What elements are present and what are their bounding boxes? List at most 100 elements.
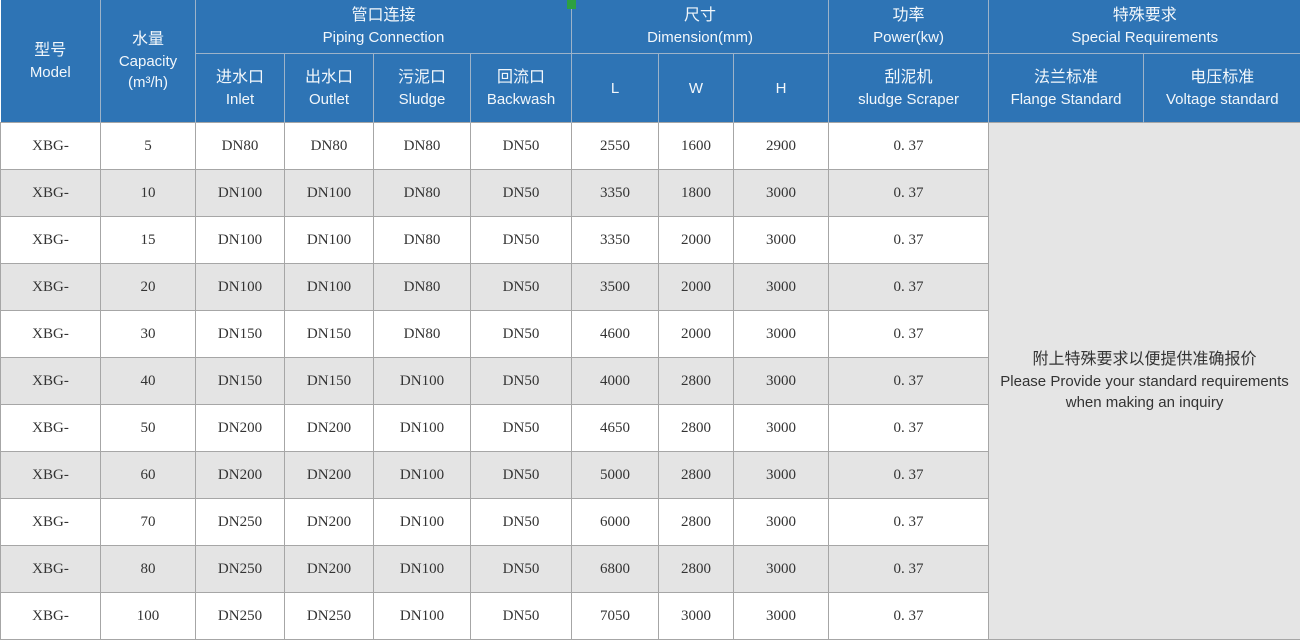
backwash-cell: DN50 [469,451,573,499]
header-height-label: H [775,79,787,97]
inlet-cell: DN100 [195,263,285,311]
width-cell: 2800 [658,545,735,593]
height-cell: 3000 [733,310,830,358]
model-cell: XBG- [0,498,101,546]
sludge-cell: DN100 [373,592,471,640]
header-outlet: 出水口 Outlet [284,53,374,123]
outlet-cell: DN150 [284,357,374,405]
width-cell: 2800 [658,404,735,452]
table-row: XBG- 70 DN250 DN200 DN100 DN50 6000 2800… [0,498,1300,546]
length-cell: 3350 [571,169,660,217]
header-scraper-en: sludge Scraper [858,90,959,108]
header-power-zh: 功率 [892,7,925,24]
header-sludge-zh: 污泥口 [397,68,446,86]
note-line-en1: Please Provide your standard requirement… [1000,373,1289,390]
sludge-cell: DN100 [373,357,471,405]
backwash-cell: DN50 [469,310,573,358]
model-cell: XBG- [0,122,101,170]
model-cell: XBG- [0,357,101,405]
table-row: XBG- 20 DN100 DN100 DN80 DN50 3500 2000 … [0,263,1300,311]
header-inlet-zh: 进水口 [215,68,264,86]
header-voltage-en: Voltage standard [1165,90,1279,108]
header-scraper: 刮泥机 sludge Scraper [828,53,990,123]
header-capacity-zh: 水量 [131,31,164,48]
backwash-cell: DN50 [469,404,573,452]
outlet-cell: DN100 [284,263,374,311]
backwash-cell: DN50 [469,498,573,546]
table-row: XBG- 50 DN200 DN200 DN100 DN50 4650 2800… [0,404,1300,452]
header-flange-zh: 法兰标准 [1034,68,1099,86]
header-special-en: Special Requirements [1071,29,1219,46]
header-model: 型号 Model [0,0,101,123]
length-cell: 6800 [571,545,660,593]
capacity-cell: 20 [100,263,196,311]
width-cell: 2000 [658,310,735,358]
width-cell: 2800 [658,451,735,499]
height-cell: 3000 [733,498,830,546]
header-piping-zh: 管口连接 [351,7,416,24]
height-cell: 3000 [733,169,830,217]
length-cell: 2550 [571,122,660,170]
length-cell: 7050 [571,592,660,640]
length-cell: 3500 [571,263,660,311]
length-cell: 4650 [571,404,660,452]
inlet-cell: DN100 [195,169,285,217]
note-line-en2: when making an inquiry [1065,394,1224,411]
header-inlet-en: Inlet [225,90,255,108]
table-row: XBG- 10 DN100 DN100 DN80 DN50 3350 1800 … [0,169,1300,217]
header-width-label: W [688,79,704,97]
sludge-cell: DN80 [373,216,471,264]
capacity-cell: 70 [100,498,196,546]
width-cell: 1600 [658,122,735,170]
inlet-cell: DN150 [195,357,285,405]
inlet-cell: DN250 [195,545,285,593]
length-cell: 4000 [571,357,660,405]
header-dimension-zh: 尺寸 [684,7,717,24]
header-capacity-en: Capacity [118,53,178,70]
inlet-cell: DN200 [195,451,285,499]
inlet-cell: DN100 [195,216,285,264]
header-flange-en: Flange Standard [1010,90,1122,108]
header-inlet: 进水口 Inlet [195,53,285,123]
header-piping-en: Piping Connection [322,29,445,46]
model-cell: XBG- [0,216,101,264]
capacity-cell: 10 [100,169,196,217]
power-cell: 0. 37 [828,122,990,170]
header-piping-group: 管口连接 Piping Connection [195,0,573,54]
inlet-cell: DN150 [195,310,285,358]
table-row: XBG- 15 DN100 DN100 DN80 DN50 3350 2000 … [0,216,1300,264]
capacity-cell: 15 [100,216,196,264]
length-cell: 4600 [571,310,660,358]
sludge-cell: DN100 [373,498,471,546]
backwash-cell: DN50 [469,169,573,217]
capacity-cell: 100 [100,592,196,640]
sludge-cell: DN80 [373,122,471,170]
header-height: H [733,53,830,123]
sludge-cell: DN100 [373,545,471,593]
header-model-en: Model [29,63,71,81]
table-row: XBG- 40 DN150 DN150 DN100 DN50 4000 2800… [0,357,1300,405]
model-cell: XBG- [0,263,101,311]
model-cell: XBG- [0,451,101,499]
header-power-en: Power(kw) [873,29,944,46]
header-sludge-en: Sludge [398,90,446,108]
outlet-cell: DN80 [284,122,374,170]
header-voltage-zh: 电压标准 [1190,68,1255,86]
backwash-cell: DN50 [469,122,573,170]
outlet-cell: DN200 [284,498,374,546]
model-cell: XBG- [0,169,101,217]
height-cell: 3000 [733,451,830,499]
width-cell: 3000 [658,592,735,640]
header-sludge: 污泥口 Sludge [373,53,471,123]
header-dimension-group: 尺寸 Dimension(mm) [571,0,830,54]
width-cell: 1800 [658,169,735,217]
sludge-cell: DN100 [373,451,471,499]
table-row: XBG- 100 DN250 DN250 DN100 DN50 7050 300… [0,592,1300,640]
backwash-cell: DN50 [469,263,573,311]
power-cell: 0. 37 [828,451,990,499]
backwash-cell: DN50 [469,357,573,405]
length-cell: 3350 [571,216,660,264]
inlet-cell: DN250 [195,592,285,640]
sludge-cell: DN100 [373,404,471,452]
width-cell: 2000 [658,263,735,311]
